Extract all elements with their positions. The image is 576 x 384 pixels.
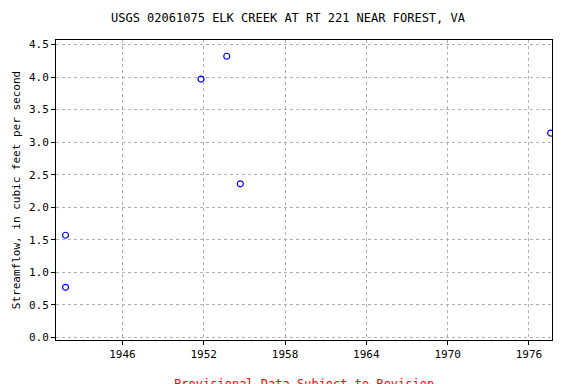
svg-text:1.0: 1.0	[29, 266, 49, 279]
svg-text:2.0: 2.0	[29, 201, 49, 214]
svg-text:1976: 1976	[516, 348, 543, 361]
svg-text:1958: 1958	[272, 348, 299, 361]
svg-text:USGS 02061075 ELK CREEK AT RT: USGS 02061075 ELK CREEK AT RT 221 NEAR F…	[111, 11, 466, 25]
svg-text:4.0: 4.0	[29, 71, 49, 84]
svg-text:0.5: 0.5	[29, 299, 49, 312]
svg-text:1952: 1952	[190, 348, 217, 361]
svg-text:2.5: 2.5	[29, 169, 49, 182]
svg-text:1964: 1964	[353, 348, 380, 361]
svg-text:4.5: 4.5	[29, 38, 49, 51]
svg-text:Streamflow, in cubic feet per: Streamflow, in cubic feet per second	[10, 71, 23, 309]
svg-text:1946: 1946	[109, 348, 135, 361]
svg-text:1.5: 1.5	[29, 234, 49, 247]
svg-text:0.0: 0.0	[29, 331, 49, 344]
svg-text:3.0: 3.0	[29, 136, 49, 149]
svg-text:1970: 1970	[434, 348, 461, 361]
svg-text:3.5: 3.5	[29, 103, 49, 116]
svg-text:---- Provisional Data Subject: ---- Provisional Data Subject to Revisio…	[138, 377, 470, 384]
